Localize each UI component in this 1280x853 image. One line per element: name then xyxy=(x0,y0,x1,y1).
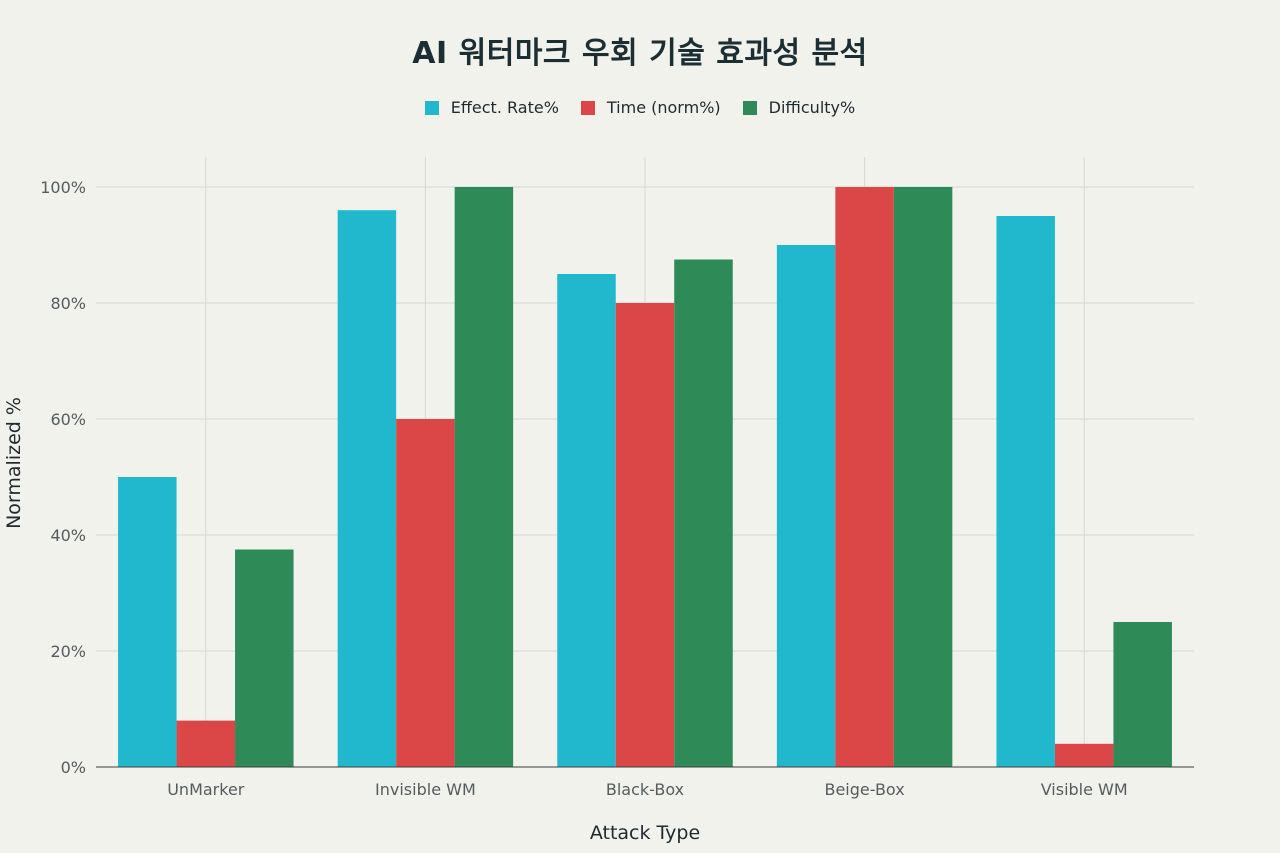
chart-title: AI 워터마크 우회 기술 효과성 분석 xyxy=(412,36,868,71)
bar xyxy=(176,720,236,767)
bar xyxy=(674,259,733,767)
legend-swatch xyxy=(742,100,757,115)
legend-label: Effect. Rate% xyxy=(450,98,559,117)
legend-item-difficulty[interactable]: Difficulty% xyxy=(742,98,856,117)
x-tick-label: UnMarker xyxy=(167,780,245,799)
legend-label: Time (norm%) xyxy=(606,98,721,117)
y-tick-label: 100% xyxy=(40,178,86,197)
y-axis-title: Normalized % xyxy=(3,397,25,529)
bar xyxy=(454,187,514,767)
x-tick-label: Black-Box xyxy=(606,780,684,799)
legend-item-time[interactable]: Time (norm%) xyxy=(580,98,721,117)
bar xyxy=(118,477,177,767)
bar xyxy=(1054,743,1114,767)
x-tick-label: Beige-Box xyxy=(824,780,904,799)
y-tick-label: 20% xyxy=(50,642,86,661)
bar xyxy=(1113,622,1172,767)
legend-swatch xyxy=(580,100,595,115)
bar xyxy=(776,245,836,767)
x-tick-label: Invisible WM xyxy=(375,780,476,799)
chart-legend: Effect. Rate% Time (norm%) Difficulty% xyxy=(0,98,1280,117)
y-tick-label: 60% xyxy=(50,410,86,429)
x-tick-label: Visible WM xyxy=(1041,780,1128,799)
bar xyxy=(337,210,397,767)
y-tick-label: 40% xyxy=(50,526,86,545)
bar xyxy=(557,274,616,767)
legend-swatch xyxy=(424,100,439,115)
bar xyxy=(615,303,675,767)
legend-label: Difficulty% xyxy=(768,98,856,117)
bar xyxy=(996,216,1055,767)
legend-item-effect-rate[interactable]: Effect. Rate% xyxy=(424,98,559,117)
bar xyxy=(835,187,894,767)
bar xyxy=(893,187,953,767)
bar xyxy=(396,419,455,767)
y-tick-label: 80% xyxy=(50,294,86,313)
bar xyxy=(235,549,294,767)
x-axis-title: Attack Type xyxy=(590,822,700,844)
y-tick-label: 0% xyxy=(61,758,86,777)
